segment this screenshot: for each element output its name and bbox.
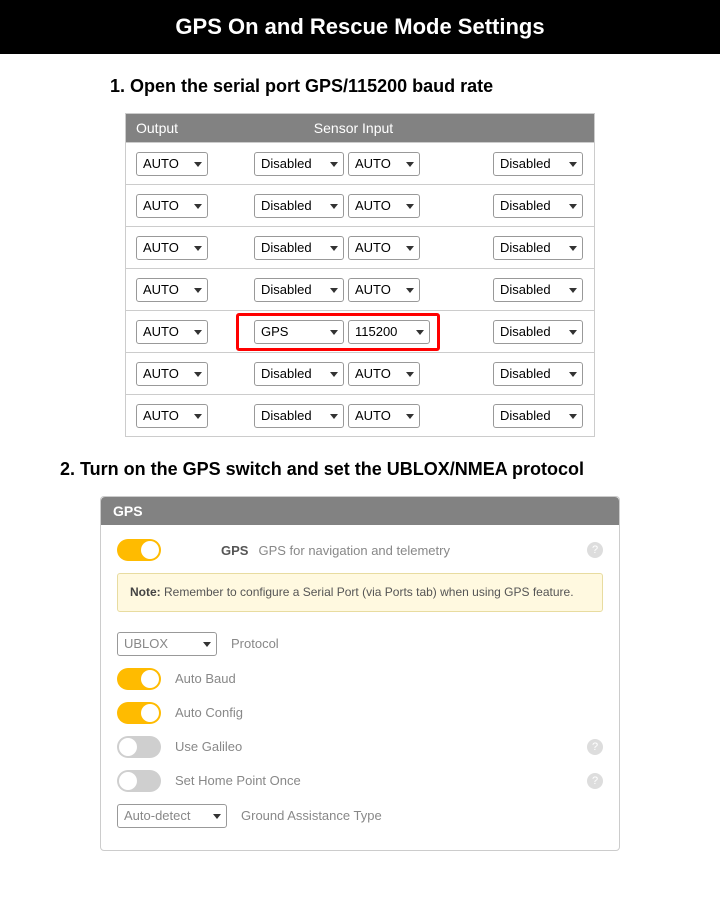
help-icon[interactable]: ? — [587, 542, 603, 558]
last-select[interactable]: Disabled — [493, 320, 583, 344]
sensor-disabled-select[interactable]: Disabled — [254, 362, 344, 386]
sensor-auto-select[interactable]: AUTO — [348, 404, 420, 428]
sensor-disabled-select[interactable]: Disabled — [254, 404, 344, 428]
gps-desc: GPS for navigation and telemetry — [258, 543, 450, 558]
note-box: Note: Remember to configure a Serial Por… — [117, 573, 603, 612]
table-row: AUTODisabledAUTODisabled — [126, 268, 594, 310]
step1-heading: 1. Open the serial port GPS/115200 baud … — [0, 76, 720, 97]
protocol-select[interactable]: UBLOX — [117, 632, 217, 656]
output-select[interactable]: AUTO — [136, 152, 208, 176]
last-select[interactable]: Disabled — [493, 362, 583, 386]
table-row: AUTO GPS115200 Disabled — [126, 310, 594, 352]
ground-assist-label: Ground Assistance Type — [241, 808, 382, 823]
table-row: AUTODisabledAUTODisabled — [126, 226, 594, 268]
note-prefix: Note: — [130, 585, 161, 599]
output-select[interactable]: AUTO — [136, 404, 208, 428]
help-icon[interactable]: ? — [587, 773, 603, 789]
sensor-auto-select[interactable]: AUTO — [348, 236, 420, 260]
sensor-auto-select[interactable]: AUTO — [348, 194, 420, 218]
gps-panel: GPS GPS GPS for navigation and telemetry… — [100, 496, 620, 851]
ground-assist-row: Auto-detect Ground Assistance Type — [117, 798, 603, 834]
last-select[interactable]: Disabled — [493, 194, 583, 218]
gps-main-row: GPS GPS for navigation and telemetry ? — [117, 539, 603, 561]
use_galileo-toggle[interactable] — [117, 736, 161, 758]
col-output: Output — [126, 120, 236, 136]
sensor-disabled-select[interactable]: Disabled — [254, 152, 344, 176]
last-select[interactable]: Disabled — [493, 404, 583, 428]
sensor-disabled-select[interactable]: Disabled — [254, 278, 344, 302]
output-select[interactable]: AUTO — [136, 236, 208, 260]
auto_config-label: Auto Config — [175, 705, 243, 720]
sensor-disabled-select[interactable]: Disabled — [254, 194, 344, 218]
auto_baud-label: Auto Baud — [175, 671, 236, 686]
auto_config-toggle[interactable] — [117, 702, 161, 724]
protocol-row: UBLOX Protocol — [117, 626, 603, 662]
table-header: Output Sensor Input — [126, 114, 594, 142]
note-text: Remember to configure a Serial Port (via… — [161, 585, 574, 599]
ground-assist-select[interactable]: Auto-detect — [117, 804, 227, 828]
gps-label: GPS — [221, 543, 248, 558]
baud-select[interactable]: 115200 — [348, 320, 430, 344]
sensor-auto-select[interactable]: AUTO — [348, 278, 420, 302]
setting-row-use_galileo: Use Galileo? — [117, 730, 603, 764]
ports-table: Output Sensor Input AUTODisabledAUTODisa… — [125, 113, 595, 437]
sensor-auto-select[interactable]: AUTO — [348, 362, 420, 386]
table-row: AUTODisabledAUTODisabled — [126, 184, 594, 226]
sensor-disabled-select[interactable]: Disabled — [254, 236, 344, 260]
output-select[interactable]: AUTO — [136, 278, 208, 302]
setting-row-set_home: Set Home Point Once? — [117, 764, 603, 798]
use_galileo-label: Use Galileo — [175, 739, 242, 754]
sensor-gps-select[interactable]: GPS — [254, 320, 344, 344]
table-row: AUTODisabledAUTODisabled — [126, 352, 594, 394]
setting-row-auto_config: Auto Config — [117, 696, 603, 730]
gps-panel-header: GPS — [101, 497, 619, 525]
output-select[interactable]: AUTO — [136, 362, 208, 386]
table-row: AUTODisabledAUTODisabled — [126, 142, 594, 184]
sensor-auto-select[interactable]: AUTO — [348, 152, 420, 176]
output-select[interactable]: AUTO — [136, 320, 208, 344]
protocol-label: Protocol — [231, 636, 279, 651]
gps-toggle[interactable] — [117, 539, 161, 561]
last-select[interactable]: Disabled — [493, 152, 583, 176]
last-select[interactable]: Disabled — [493, 278, 583, 302]
help-icon[interactable]: ? — [587, 739, 603, 755]
setting-row-auto_baud: Auto Baud — [117, 662, 603, 696]
step2-heading: 2. Turn on the GPS switch and set the UB… — [0, 459, 720, 480]
col-sensor-input: Sensor Input — [236, 120, 471, 136]
page-title: GPS On and Rescue Mode Settings — [0, 0, 720, 54]
set_home-label: Set Home Point Once — [175, 773, 301, 788]
table-row: AUTODisabledAUTODisabled — [126, 394, 594, 436]
set_home-toggle[interactable] — [117, 770, 161, 792]
output-select[interactable]: AUTO — [136, 194, 208, 218]
last-select[interactable]: Disabled — [493, 236, 583, 260]
auto_baud-toggle[interactable] — [117, 668, 161, 690]
